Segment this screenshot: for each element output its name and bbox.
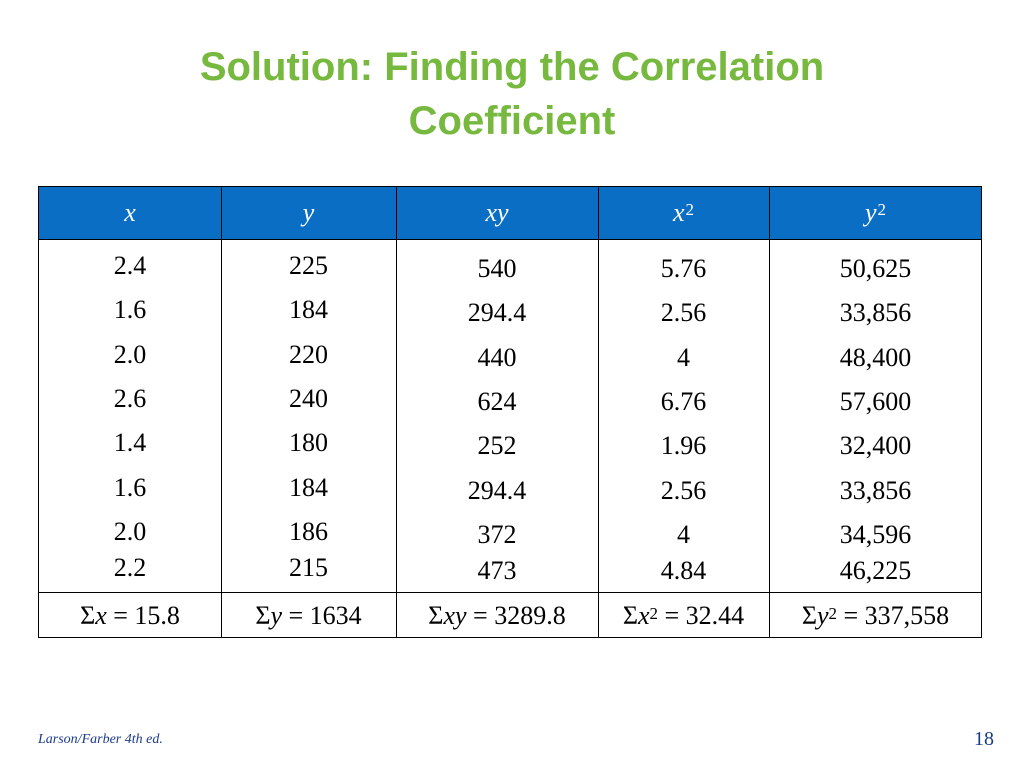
table-cell-y: 186 (289, 517, 328, 546)
sum-value: = 15.8 (106, 600, 180, 630)
table-cell-y: 184 (289, 473, 328, 502)
table-cell-x: 2.2 (113, 553, 147, 582)
slide-title: Solution: Finding the Correlation Coeffi… (112, 40, 912, 148)
table-cell-y2: 33,856 (839, 476, 912, 505)
page-number: 18 (974, 728, 994, 750)
header-var: xy (485, 198, 509, 227)
sigma-symbol: Σ (622, 600, 638, 630)
sum-value: = 32.44 (658, 600, 745, 630)
table-cell-x: 1.4 (113, 428, 147, 457)
correlation-table: x y xy x 2 y 2 2.4 1.6 2.0 2.6 1.4 1.6 2.0 2.2 225 184 22… (38, 186, 982, 638)
table-cell-x2: 1.96 (660, 431, 707, 460)
table-cell-y: 184 (289, 295, 328, 324)
table-cell-x2: 4 (677, 343, 690, 372)
header-exponent: 2 (685, 200, 695, 219)
column-divider (769, 187, 770, 637)
sigma-symbol: Σ (801, 600, 817, 630)
table-cell-y2: 50,625 (839, 254, 912, 283)
sum-exponent: 2 (828, 603, 838, 623)
table-cell-y2: 32,400 (839, 431, 912, 460)
sum-row-divider (39, 592, 981, 593)
table-cell-xy: 294.4 (467, 298, 527, 327)
sigma-symbol: Σ (80, 600, 96, 630)
table-cell-xy: 372 (477, 520, 517, 549)
table-cell-y2: 46,225 (839, 556, 912, 585)
table-cell-x: 2.4 (113, 251, 147, 280)
sigma-symbol: Σ (255, 600, 271, 630)
slide-title-line-2: Coefficient (408, 99, 616, 143)
table-cell-xy: 473 (477, 556, 517, 585)
sum-value: = 1634 (282, 600, 362, 630)
table-cell-y2: 34,596 (839, 520, 912, 549)
table-cell-x: 2.0 (113, 517, 147, 546)
sum-var: xy (443, 600, 467, 630)
column-divider (598, 187, 599, 637)
table-cell-xy: 294.4 (467, 476, 527, 505)
table-header-row (39, 187, 981, 240)
source-credit: Larson/Farber 4th ed. (38, 732, 163, 747)
sigma-symbol: Σ (428, 600, 444, 630)
table-cell-xy: 440 (477, 343, 517, 372)
header-xy: xy (396, 187, 598, 239)
table-cell-x2: 2.56 (660, 298, 707, 327)
header-y: y (221, 187, 396, 239)
table-cell-x2: 5.76 (660, 254, 707, 283)
header-var: y (864, 198, 877, 227)
table-cell-x: 2.6 (113, 384, 147, 413)
table-cell-xy: 252 (477, 431, 517, 460)
header-exponent: 2 (877, 200, 887, 219)
sum-var: y (816, 600, 829, 630)
table-cell-y2: 48,400 (839, 343, 912, 372)
table-cell-y: 240 (289, 384, 328, 413)
column-divider (221, 187, 222, 637)
table-cell-xy: 624 (477, 387, 517, 416)
sum-value: = 337,558 (837, 600, 950, 630)
table-cell-x2: 6.76 (660, 387, 707, 416)
table-cell-xy: 540 (477, 254, 517, 283)
table-cell-x: 2.0 (113, 340, 147, 369)
table-cell-x: 1.6 (113, 473, 147, 502)
table-cell-y2: 57,600 (839, 387, 912, 416)
sum-var: x (95, 600, 107, 630)
table-cell-x2: 2.56 (660, 476, 707, 505)
header-x: x (39, 187, 221, 239)
table-cell-y: 220 (289, 340, 328, 369)
column-divider (396, 187, 397, 637)
table-cell-y: 225 (289, 251, 328, 280)
slide-title-line-1: Solution: Finding the Correlation (199, 45, 825, 89)
sum-exponent: 2 (649, 603, 659, 623)
table-cell-x: 1.6 (113, 295, 147, 324)
table-cell-y: 180 (289, 428, 328, 457)
table-cell-y: 215 (289, 553, 328, 582)
sum-var: y (270, 600, 282, 630)
header-var: x (124, 198, 136, 227)
header-var: x (672, 198, 685, 227)
table-cell-y2: 33,856 (839, 298, 912, 327)
sum-value: = 3289.8 (466, 600, 566, 630)
header-var: y (302, 198, 315, 227)
table-cell-x2: 4 (677, 520, 690, 549)
sum-var: x (637, 600, 650, 630)
table-cell-x2: 4.84 (660, 556, 707, 585)
